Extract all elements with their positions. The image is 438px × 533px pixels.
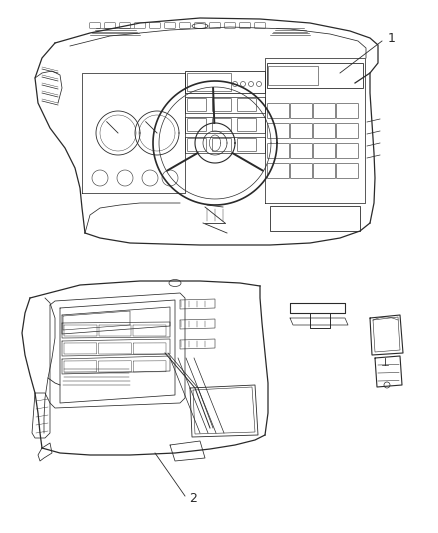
Text: 1: 1 bbox=[388, 33, 396, 45]
Text: 2: 2 bbox=[189, 491, 197, 505]
